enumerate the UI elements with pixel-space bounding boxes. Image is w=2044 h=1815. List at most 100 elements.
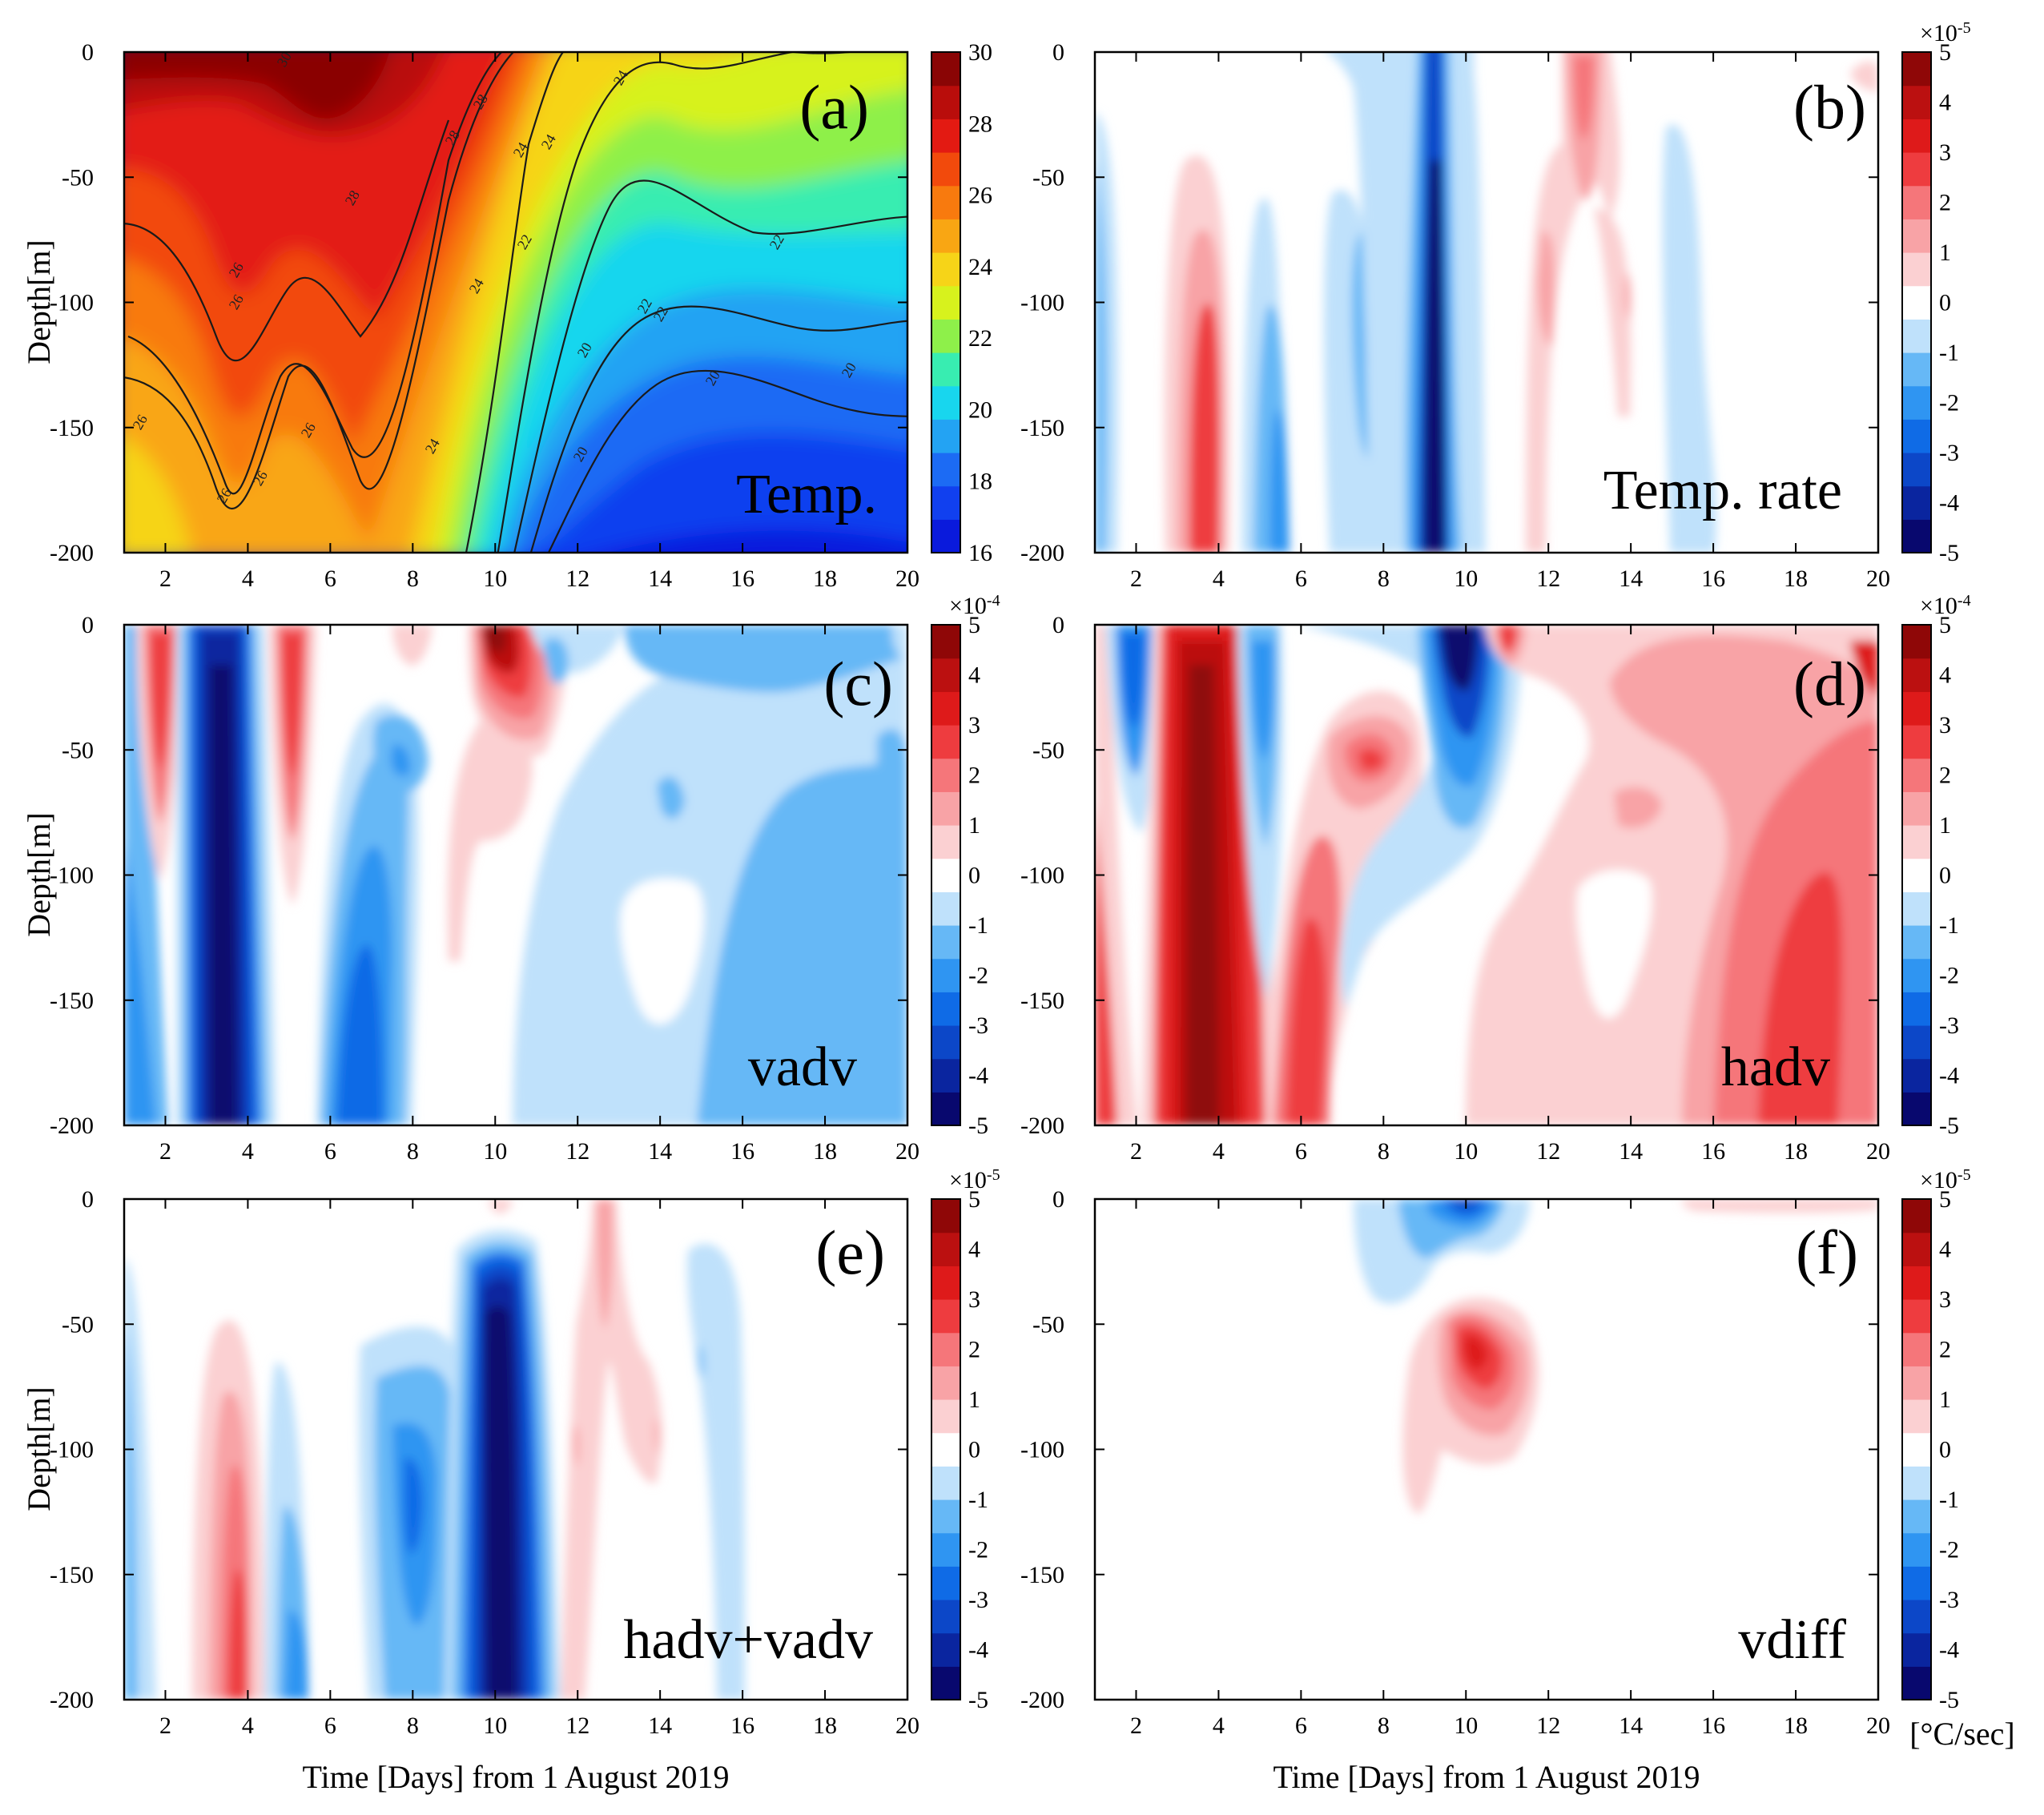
colorbar-tick-label: -3 — [1939, 440, 1959, 466]
colorbar-tick-label: -3 — [1939, 1012, 1959, 1039]
x-tick-label: 20 — [895, 1712, 919, 1739]
panel-d-letter: (d) — [1793, 649, 1866, 718]
panel-b-field — [1095, 52, 1878, 553]
y-tick-label: -50 — [62, 164, 94, 191]
x-tick-label: 20 — [1866, 1138, 1890, 1165]
colorbar-tick-label: -5 — [1939, 1113, 1959, 1139]
colorbar-tick-label: -5 — [968, 1687, 988, 1713]
panel-e-ylabel: Depth[m] — [21, 1386, 57, 1511]
x-tick-label: 14 — [1619, 565, 1643, 592]
x-tick-label: 10 — [1454, 565, 1478, 592]
x-tick-label: 14 — [648, 565, 672, 592]
y-tick-label: 0 — [82, 612, 94, 638]
colorbar-tick-label: 30 — [968, 39, 992, 66]
colorbar-swatch — [931, 1499, 960, 1534]
colorbar-swatch — [931, 925, 960, 960]
colorbar-swatch — [1902, 1566, 1931, 1600]
panel-c-ylabel: Depth[m] — [21, 812, 57, 937]
colorbar-swatch — [931, 1199, 960, 1233]
colorbar-tick-label: -1 — [1939, 1487, 1959, 1513]
colorbar-swatch — [931, 285, 960, 320]
units-label: [°C/sec] — [1909, 1716, 2015, 1752]
panel-d-colorbar: 5 4 3 2 1 0 -1 -2 -3 -4 -5 ×10-4 — [1901, 592, 1971, 1139]
colorbar-swatch — [1902, 185, 1931, 219]
contour-label: 30 — [274, 49, 295, 70]
colorbar-swatch — [931, 992, 960, 1026]
colorbar-swatch — [1902, 319, 1931, 353]
y-tick-label: -100 — [1020, 290, 1064, 316]
colorbar-swatch — [931, 1600, 960, 1634]
x-tick-label: 18 — [813, 1138, 837, 1165]
colorbar-tick-label: 4 — [1939, 662, 1951, 689]
colorbar-tick-label: 2 — [1939, 763, 1951, 789]
colorbar-tick-label: -4 — [968, 1063, 988, 1089]
x-tick-label: 14 — [1619, 1712, 1643, 1739]
colorbar-tick-label: 3 — [1939, 712, 1951, 738]
colorbar-tick-label: 0 — [968, 863, 980, 889]
panel-a-letter: (a) — [799, 72, 869, 142]
y-tick-label: 0 — [82, 1186, 94, 1213]
x-tick-label: 4 — [1213, 1712, 1225, 1739]
colorbar-tick-label: 0 — [1939, 1437, 1951, 1463]
y-tick-label: -200 — [1020, 1113, 1064, 1139]
x-tick-label: 18 — [813, 1712, 837, 1739]
colorbar-swatch — [931, 1332, 960, 1366]
x-tick-label: 10 — [1454, 1712, 1478, 1739]
x-tick-label: 4 — [242, 1712, 254, 1739]
colorbar-swatch — [931, 1366, 960, 1400]
x-tick-label: 18 — [1784, 565, 1808, 592]
colorbar-swatch — [931, 485, 960, 520]
colorbar-tick-label: -3 — [968, 1012, 988, 1039]
x-tick-label: 20 — [1866, 565, 1890, 592]
temp-band-28 — [124, 52, 509, 320]
x-tick-label: 2 — [159, 1138, 171, 1165]
colorbar-swatch — [931, 453, 960, 487]
panel-a-ylabel: Depth[m] — [21, 239, 57, 364]
colorbar-swatch — [1902, 1432, 1931, 1467]
panel-c-colorbar: 5 4 3 2 1 0 -1 -2 -3 -4 -5 ×10-4 — [931, 592, 1000, 1139]
y-tick-label: -100 — [50, 1437, 94, 1463]
colorbar-swatch — [1902, 85, 1931, 119]
x-tick-label: 18 — [1784, 1712, 1808, 1739]
colorbar-tick-label: 1 — [968, 812, 980, 839]
colorbar-tick-label: 0 — [1939, 290, 1951, 316]
y-tick-label: -200 — [50, 1113, 94, 1139]
panel-a-label: Temp. — [736, 464, 877, 525]
colorbar-swatch — [1902, 1499, 1931, 1534]
colorbar-tick-label: 5 — [968, 1186, 980, 1213]
y-tick-label: -50 — [62, 1311, 94, 1338]
y-tick-label: -150 — [50, 1562, 94, 1588]
colorbar-swatch — [1902, 52, 1931, 87]
colorbar-tick-label: 4 — [968, 662, 980, 689]
colorbar-swatch — [1902, 419, 1931, 453]
colorbar-tick-label: -1 — [1939, 912, 1959, 939]
colorbar-tick-label: 1 — [968, 1386, 980, 1413]
y-tick-label: -100 — [50, 290, 94, 316]
colorbar-swatch — [931, 119, 960, 153]
colorbar-exponent: ×10-5 — [1920, 19, 1971, 46]
colorbar-swatch — [1902, 1092, 1931, 1126]
colorbar-swatch — [931, 519, 960, 553]
colorbar-exponent: ×10-4 — [1920, 592, 1971, 619]
colorbar-tick-label: 3 — [1939, 139, 1951, 166]
colorbar-swatch — [931, 1092, 960, 1126]
x-tick-label: 12 — [565, 1712, 589, 1739]
x-tick-label: 16 — [1701, 1712, 1725, 1739]
y-tick-label: -100 — [1020, 863, 1064, 889]
panel-c-field — [124, 625, 907, 1125]
colorbar-swatch — [931, 1232, 960, 1266]
colorbar-tick-label: -4 — [1939, 490, 1959, 517]
colorbar-tick-label: -5 — [968, 1113, 988, 1139]
colorbar-swatch — [931, 52, 960, 87]
colorbar-swatch — [1902, 1532, 1931, 1567]
colorbar-swatch — [931, 658, 960, 692]
colorbar-swatch — [931, 1632, 960, 1667]
x-tick-label: 2 — [1130, 1712, 1142, 1739]
colorbar-swatch — [931, 252, 960, 287]
colorbar-tick-label: -1 — [968, 912, 988, 939]
panel-e-colorbar: 5 4 3 2 1 0 -1 -2 -3 -4 -5 ×10-5 — [931, 1166, 1000, 1713]
x-tick-label: 12 — [1536, 1712, 1560, 1739]
colorbar-tick-label: 0 — [1939, 863, 1951, 889]
y-tick-label: -200 — [1020, 540, 1064, 566]
